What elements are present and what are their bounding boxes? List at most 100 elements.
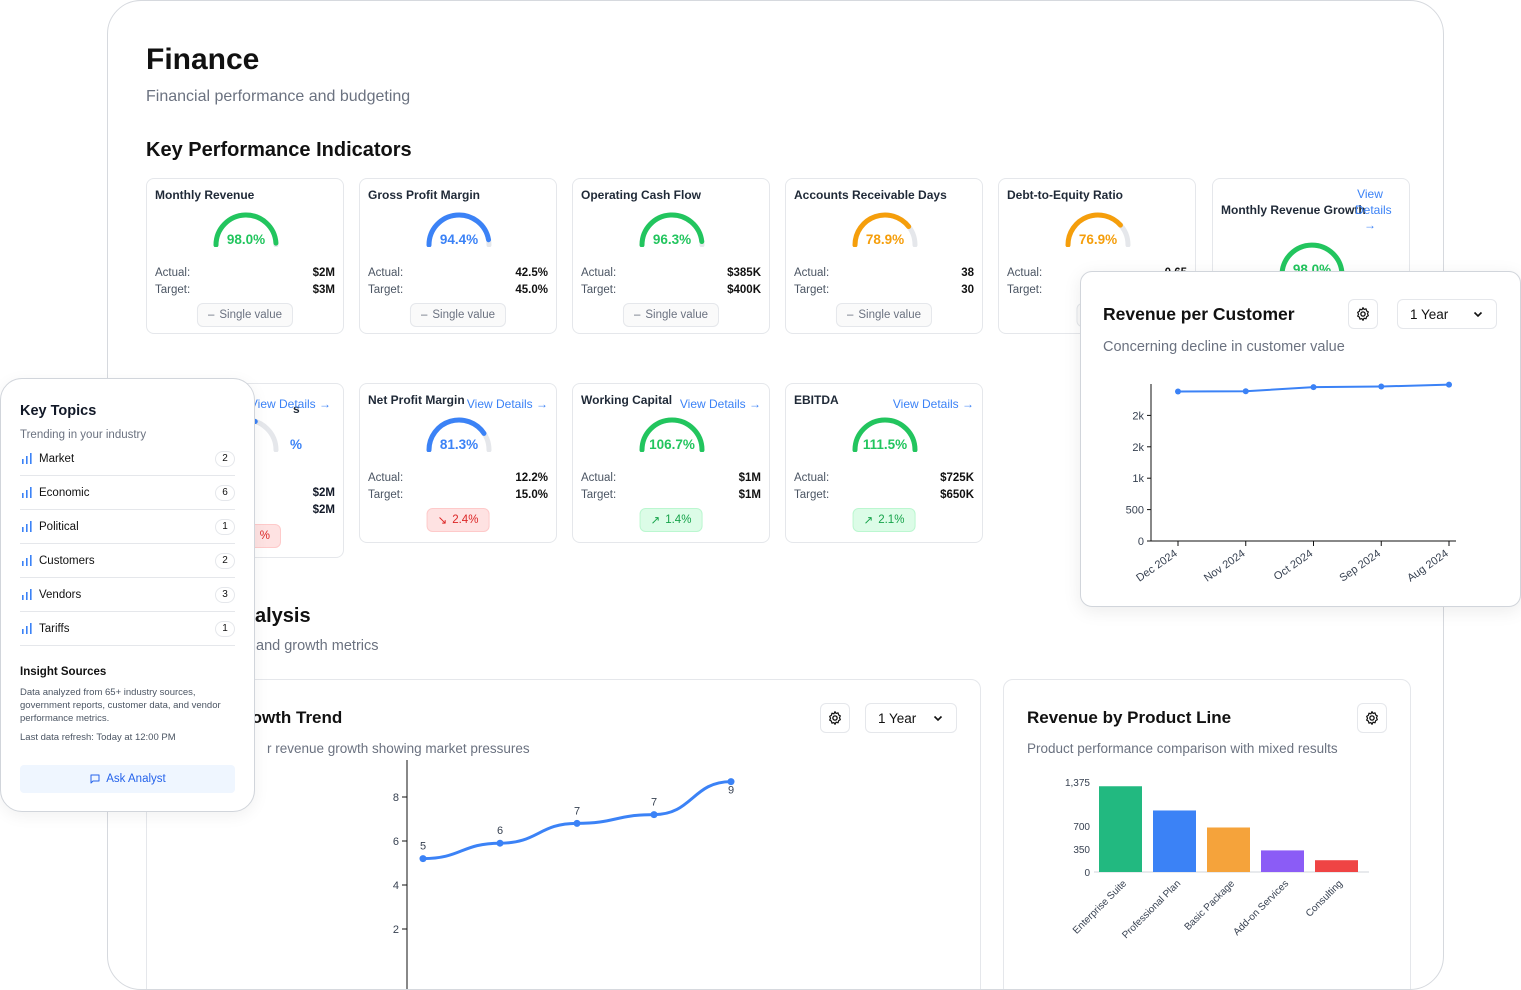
revenue-by-product-card: Revenue by Product Line Product performa… [1003, 679, 1411, 989]
topic-label: Economic [39, 486, 90, 499]
single-value-badge: – Single value [835, 303, 933, 327]
time-range-select[interactable]: 1 Year [1397, 299, 1497, 329]
settings-button[interactable] [1348, 299, 1378, 329]
data-point[interactable] [727, 778, 735, 786]
actual-value: 12.2% [515, 472, 548, 484]
data-label: 5 [420, 841, 426, 853]
bar[interactable] [1099, 786, 1142, 872]
topic-item[interactable]: Market 2 [20, 442, 235, 476]
dash-icon: – [420, 309, 428, 321]
bar-chart-icon [22, 589, 32, 600]
y-tick-label: 0 [1084, 868, 1090, 879]
data-label: 7 [574, 805, 580, 817]
kpi-title: Monthly Revenue [155, 188, 255, 202]
data-point[interactable] [1378, 383, 1385, 390]
card-title: Revenue per Customer [1103, 304, 1295, 324]
data-point[interactable] [419, 855, 427, 863]
kpi-card[interactable]: Accounts Receivable Days 78.9% Actual: 38 Ta… [785, 178, 983, 334]
actual-value: $2M [312, 267, 335, 279]
data-point[interactable] [1175, 388, 1181, 395]
data-point[interactable] [1242, 388, 1249, 395]
topic-item[interactable]: Vendors 3 [20, 578, 235, 612]
target-label: Target: [794, 284, 830, 296]
bar[interactable] [1315, 860, 1358, 872]
target-label: Target: [581, 489, 617, 501]
ask-analyst-button[interactable]: Ask Analyst [20, 765, 235, 793]
data-point[interactable] [1446, 381, 1452, 388]
kpi-card[interactable]: Operating Cash Flow 96.3% Actual: $385K Targ… [572, 178, 770, 334]
topic-item[interactable]: Tariffs 1 [20, 612, 235, 646]
kpi-card[interactable]: Gross Profit Margin 94.4% Actual: 42.5% Targ… [359, 178, 557, 334]
topic-label: Political [39, 520, 79, 533]
data-point[interactable] [573, 819, 581, 827]
gauge-value: 111.5% [862, 437, 908, 452]
bar[interactable] [1261, 850, 1304, 872]
target-row: Target: $1M [581, 489, 761, 501]
topic-count-badge: 6 [215, 484, 235, 501]
gauge-chart [639, 212, 705, 247]
trend-down-icon: ↘ [437, 515, 448, 527]
panel-title: Key Topics [20, 403, 97, 419]
settings-button[interactable] [820, 703, 850, 733]
kpi-title: Operating Cash Flow [581, 188, 702, 202]
data-point[interactable] [1310, 384, 1317, 391]
kpi-card[interactable]: Monthly Revenue 98.0% Actual: $2M Target: $3M… [146, 178, 344, 334]
topic-item[interactable]: Customers 2 [20, 544, 235, 578]
actual-label: Actual: [794, 267, 830, 279]
gauge-value: 96.3% [652, 232, 692, 247]
last-refresh: Last data refresh: Today at 12:00 PM [20, 732, 176, 743]
topic-label: Customers [39, 554, 95, 567]
topic-item[interactable]: Economic 6 [20, 476, 235, 510]
gear-icon [1366, 711, 1378, 725]
gauge-value: 81.3% [439, 437, 479, 452]
y-tick-label: 1,375 [1065, 778, 1090, 789]
actual-label: Actual: [794, 472, 830, 484]
page-subtitle: Financial performance and budgeting [146, 88, 411, 105]
gauge-chart [1065, 212, 1131, 247]
actual-label: Actual: [581, 267, 617, 279]
single-value-badge: – Single value [409, 303, 507, 327]
data-point[interactable] [496, 839, 504, 847]
single-value-badge: – Single value [622, 303, 720, 327]
revenue-by-product-chart: 0 350 700 1,375 Enterprise SuiteProfessional… [1065, 778, 1369, 941]
y-tick-label: 700 [1073, 822, 1090, 833]
time-range-select[interactable]: 1 Year [865, 703, 957, 733]
kpi-card[interactable]: Working Capital View Details → 106.7% Actua… [572, 383, 770, 543]
settings-button[interactable] [1357, 703, 1387, 733]
view-details-link[interactable]: View Details → [249, 397, 331, 411]
panel-subtitle: Trending in your industry [20, 429, 147, 441]
view-details-link[interactable]: View Details → [1355, 187, 1392, 232]
actual-row: Actual: $1M [581, 472, 761, 484]
ask-analyst-label: Ask Analyst [106, 773, 166, 785]
kpi-title: Working Capital [581, 393, 673, 407]
bar-chart-icon [22, 623, 32, 634]
kpi-title: Debt-to-Equity Ratio [1007, 188, 1123, 202]
gauge-value: % [289, 437, 302, 452]
view-details-link[interactable]: View Details → [679, 397, 761, 411]
bar-chart-icon [22, 487, 32, 498]
time-range-value: 1 Year [878, 710, 917, 726]
bar[interactable] [1207, 827, 1250, 872]
topic-item[interactable]: Political 1 [20, 510, 235, 544]
target-row: Target: $650K [794, 489, 974, 501]
kpi-card[interactable]: Net Profit Margin View Details → 81.3% Actu… [359, 383, 557, 543]
topic-label: Market [39, 452, 75, 465]
actual-row: Actual: $725K [794, 472, 974, 484]
target-value: $650K [940, 489, 974, 501]
view-details-link[interactable]: View Details → [892, 397, 974, 411]
actual-row: Actual: $385K [581, 267, 761, 279]
gauge-value: 94.4% [439, 232, 479, 247]
gauge-fill [1065, 212, 1123, 247]
view-details-link[interactable]: View Details → [466, 397, 548, 411]
actual-row: Actual: 38 [794, 267, 974, 279]
x-tick-label: Professional Plan [1120, 878, 1183, 941]
data-label: 7 [651, 797, 657, 809]
bar[interactable] [1153, 810, 1196, 872]
kpi-card[interactable]: EBITDA View Details → 111.5% Actual: $725K Ta… [785, 383, 983, 543]
x-tick-label: Oct 2024 [1272, 548, 1315, 583]
y-tick-label: 2 [393, 924, 399, 936]
actual-value: 38 [961, 267, 974, 279]
topic-count-badge: 2 [215, 552, 235, 569]
data-point[interactable] [650, 811, 658, 819]
revenue-per-customer-chart: 0 500 1k 2k 2k Dec 2024 Nov 2024 Oct 2024 Sep 20… [1126, 381, 1456, 584]
